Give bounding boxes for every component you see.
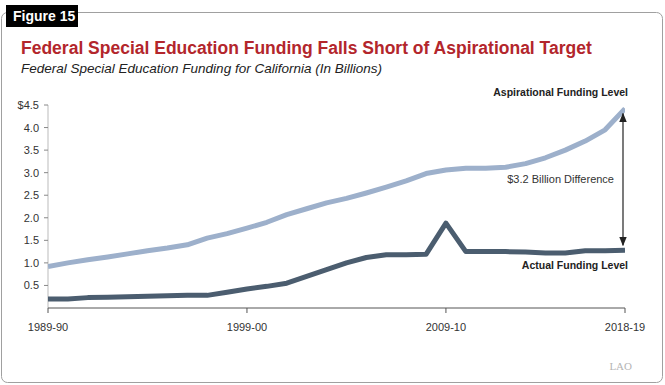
y-tick	[44, 127, 48, 128]
y-tick-label: 3.5	[24, 144, 39, 156]
y-tick	[44, 217, 48, 218]
difference-arrow	[622, 114, 623, 246]
series-label: Aspirational Funding Level	[493, 86, 628, 98]
y-tick	[44, 150, 48, 151]
y-tick	[44, 172, 48, 173]
series-label: Actual Funding Level	[522, 259, 628, 271]
y-tick	[44, 195, 48, 196]
annotation: $3.2 Billion Difference	[507, 173, 614, 185]
x-tick	[445, 308, 446, 313]
chart: Figure 15 Federal Special Education Fundi…	[0, 0, 665, 385]
y-tick-label: $4.5	[18, 99, 39, 111]
y-tick-label: 3.0	[24, 167, 39, 179]
y-tick-label: 0.5	[24, 279, 39, 291]
y-tick-label: 4.0	[24, 122, 39, 134]
y-axis-line	[48, 105, 49, 308]
x-tick-label: 1989-90	[28, 321, 68, 333]
subtitle: Federal Special Education Funding for Ca…	[21, 61, 382, 76]
x-axis-line	[48, 308, 625, 309]
title: Federal Special Education Funding Falls …	[21, 38, 592, 58]
y-tick	[44, 105, 48, 106]
x-tick-label: 2009-10	[426, 321, 466, 333]
y-tick-label: 2.5	[24, 189, 39, 201]
x-tick	[48, 308, 49, 313]
y-tick	[44, 262, 48, 263]
y-tick	[44, 240, 48, 241]
series-line	[48, 109, 625, 267]
x-tick-label: 1999-00	[227, 321, 267, 333]
x-tick-label: 2018-19	[605, 321, 645, 333]
x-tick	[246, 308, 247, 313]
x-tick	[625, 308, 626, 313]
y-tick-label: 2.0	[24, 212, 39, 224]
figure-frame	[2, 13, 663, 383]
y-tick-label: 1.5	[24, 234, 39, 246]
y-tick-label: 1.0	[24, 257, 39, 269]
figure-label-box	[6, 5, 78, 27]
figure-label: Figure 15	[13, 8, 75, 24]
y-tick	[44, 285, 48, 286]
source-logo: LAO	[609, 360, 632, 372]
